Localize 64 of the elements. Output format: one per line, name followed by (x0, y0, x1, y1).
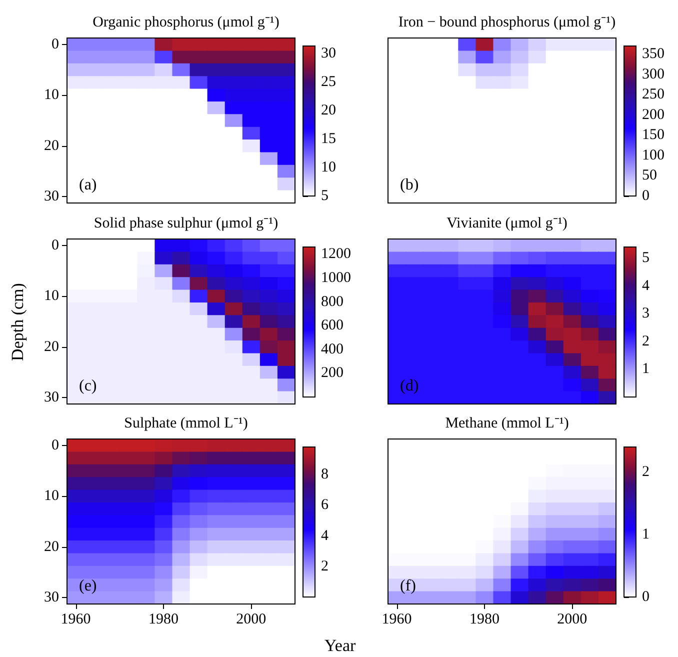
color-bar-label: 1 (642, 526, 650, 542)
chart-title: Organic phosphorus (μmol g⁻¹) (92, 14, 280, 30)
color-bar-label: 3 (642, 306, 650, 322)
x-tick-label: 2000 (236, 612, 266, 628)
chart-title: Iron − bound phosphorus (μmol g⁻¹) (398, 14, 616, 30)
x-tick-label: 2000 (557, 612, 588, 628)
y-tick-label: 0 (52, 437, 59, 454)
color-bar-label: 1 (642, 361, 650, 378)
color-bar-label: 4 (321, 528, 329, 544)
color-bar-label: 600 (321, 318, 344, 334)
chart-title: Solid phase sulphur (μmol g⁻¹) (94, 216, 278, 232)
color-bar-label: 400 (321, 341, 344, 358)
chart-title: Sulphate (mmol L⁻¹) (124, 416, 248, 432)
y-tick-label: 10 (44, 87, 59, 104)
color-bar-label: 100 (642, 147, 664, 164)
color-bar-label: 4 (642, 278, 650, 294)
color-bar-label: 6 (321, 497, 329, 514)
color-bar-label: 5 (321, 188, 328, 204)
color-bar-label: 8 (321, 466, 328, 483)
color-bar-label: 200 (321, 365, 344, 382)
y-tick-label: 30 (44, 590, 59, 606)
color-bar-label: 2 (642, 464, 650, 480)
color-bar-label: 10 (321, 159, 336, 176)
color-bar-label: 15 (321, 130, 336, 147)
color-bar-label: 0 (642, 589, 650, 605)
color-bar-label: 800 (321, 294, 344, 310)
color-bar-label: 20 (321, 102, 336, 118)
y-tick-label: 20 (44, 538, 59, 555)
chart-title: Vivianite (μmol g⁻¹) (446, 216, 568, 232)
annotation: (e) (79, 578, 97, 594)
annotation: (c) (79, 378, 97, 394)
y-tick-label: 20 (44, 138, 59, 154)
y-tick-label: 10 (44, 288, 59, 304)
color-bar-label: 1200 (321, 246, 351, 262)
color-bar-label: 50 (642, 168, 657, 184)
chart-title: Methane (mmol L⁻¹) (445, 416, 569, 432)
color-bar-label: 1000 (321, 270, 351, 286)
annotation: (a) (79, 176, 97, 194)
color-bar-label: 2 (642, 333, 650, 350)
y-tick-label: 30 (44, 188, 59, 205)
x-tick-label: 1980 (148, 612, 178, 628)
annotation: (d) (400, 378, 419, 394)
y-tick-label: 10 (44, 488, 59, 504)
y-tick-label: 20 (44, 338, 59, 355)
color-bar-label: 350 (642, 46, 664, 62)
color-bar-label: 200 (642, 106, 664, 123)
color-bar-label: 300 (642, 66, 664, 82)
color-bar-label: 2 (321, 558, 328, 574)
color-bar-label: 30 (321, 45, 336, 62)
color-bar-label: 0 (642, 188, 650, 204)
annotation: (f) (400, 578, 416, 594)
annotation: (b) (400, 176, 419, 194)
color-bar-label: 250 (642, 86, 664, 103)
x-tick-label: 1980 (469, 612, 500, 628)
y-axis-title: Depth (cm) (8, 283, 28, 361)
x-tick-label: 1960 (60, 612, 91, 628)
y-tick-label: 0 (52, 36, 59, 52)
y-tick-label: 30 (44, 390, 59, 406)
color-bar-label: 25 (321, 74, 336, 90)
x-tick-label: 1960 (382, 612, 412, 628)
x-axis-title: Year (324, 636, 356, 656)
color-bar-label: 150 (642, 127, 664, 144)
y-tick-label: 0 (52, 237, 59, 254)
color-bar-label: 5 (642, 250, 650, 266)
